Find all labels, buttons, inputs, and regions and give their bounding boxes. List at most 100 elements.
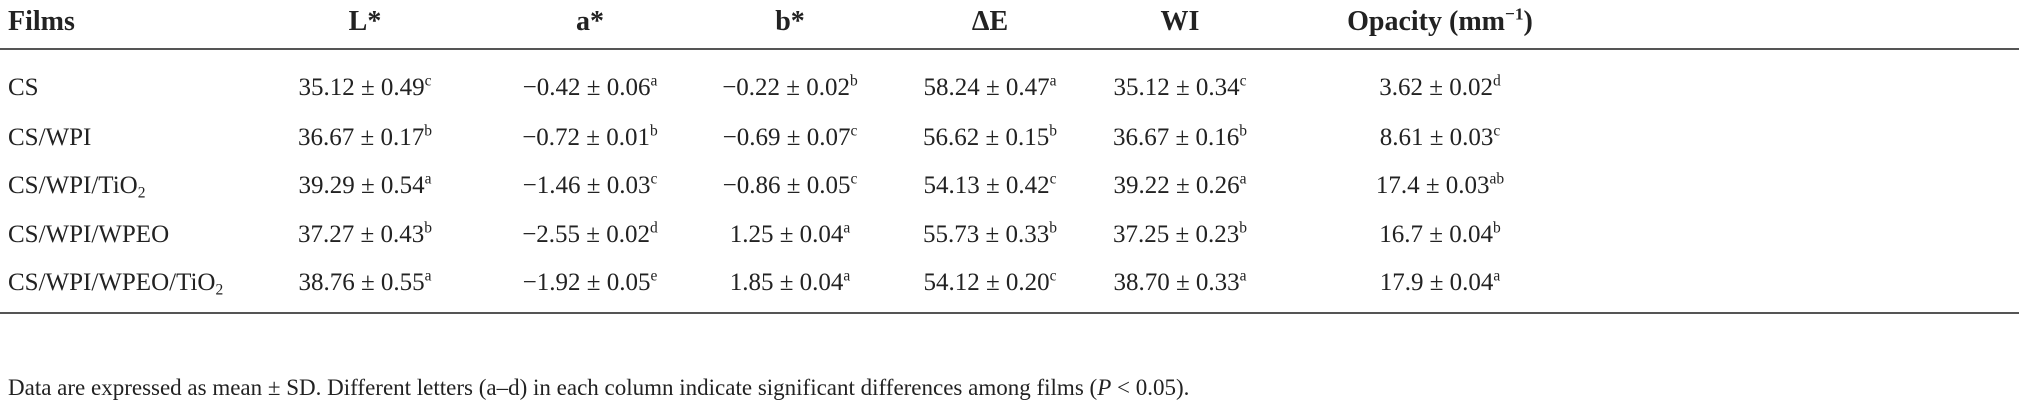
- cell-text: −0.86 ± 0.05: [722, 172, 851, 199]
- cell-text: −0.69 ± 0.07: [722, 124, 851, 151]
- cell-after: < 0.05).: [1111, 375, 1190, 400]
- cell-text: 54.12 ± 0.20: [923, 269, 1050, 296]
- cell-sup: a: [843, 267, 851, 285]
- cell-text: CS: [8, 74, 39, 101]
- cell-sup: c: [850, 170, 858, 188]
- cell-sup: c: [650, 170, 658, 188]
- cell-text: −0.72 ± 0.01: [522, 124, 651, 151]
- data-cell: 38.70 ± 0.33a: [1113, 267, 1247, 297]
- cell-sup: −1: [1504, 4, 1524, 24]
- cell-text: Data are expressed as mean ± SD. Differe…: [8, 375, 1098, 400]
- data-cell: −0.42 ± 0.06a: [523, 72, 658, 102]
- data-cell: 54.12 ± 0.20c: [923, 267, 1057, 297]
- row-label: CS/WPI: [8, 124, 91, 152]
- cell-text: Films: [8, 6, 75, 37]
- cell-text: 54.13 ± 0.42: [923, 172, 1050, 199]
- cell-sup: c: [1049, 170, 1057, 188]
- cell-sup: b: [650, 122, 658, 140]
- cell-sup: c: [1049, 267, 1057, 285]
- cell-text: CS/WPI: [8, 124, 92, 151]
- cell-text: L*: [348, 6, 382, 37]
- cell-text: 58.24 ± 0.47: [923, 74, 1050, 101]
- data-cell: 38.76 ± 0.55a: [298, 267, 432, 297]
- cell-text: −1.46 ± 0.03: [522, 172, 651, 199]
- cell-text: ΔE: [971, 6, 1009, 37]
- cell-after: ): [1523, 6, 1533, 37]
- cell-text: a*: [576, 6, 604, 37]
- data-cell: 17.9 ± 0.04a: [1379, 267, 1501, 297]
- cell-sub: 2: [215, 281, 224, 299]
- data-cell: 36.67 ± 0.17b: [298, 122, 432, 152]
- cell-italic: P: [1097, 375, 1112, 400]
- cell-sup: b: [424, 219, 432, 237]
- cell-text: −2.55 ± 0.02: [522, 221, 651, 248]
- cell-text: 56.62 ± 0.15: [923, 124, 1050, 151]
- cell-sup: b: [850, 72, 858, 90]
- header-cell: a*: [576, 6, 604, 38]
- cell-sup: e: [650, 267, 658, 285]
- data-cell: 16.7 ± 0.04b: [1379, 220, 1500, 249]
- cell-text: 35.12 ± 0.49: [298, 74, 425, 101]
- cell-sup: b: [1239, 219, 1247, 237]
- data-cell: −0.86 ± 0.05c: [722, 170, 858, 200]
- cell-text: 1.25 ± 0.04: [729, 221, 844, 248]
- data-cell: 54.13 ± 0.42c: [923, 170, 1057, 200]
- cell-sup: a: [650, 72, 658, 90]
- cell-text: CS/WPI/TiO: [8, 172, 138, 199]
- cell-sup: c: [1239, 72, 1247, 90]
- cell-text: 8.61 ± 0.03: [1379, 124, 1494, 151]
- data-cell: 37.27 ± 0.43b: [298, 219, 432, 249]
- row-label: CS/WPI/WPEO/TiO2: [8, 269, 224, 299]
- header-cell: Opacity (mm−1): [1347, 4, 1533, 38]
- data-cell: 35.12 ± 0.49c: [298, 73, 431, 102]
- cell-text: 38.76 ± 0.55: [298, 269, 425, 296]
- data-cell: 8.61 ± 0.03c: [1379, 122, 1501, 152]
- data-cell: 17.4 ± 0.03ab: [1375, 170, 1505, 200]
- data-cell: 1.25 ± 0.04a: [729, 220, 851, 249]
- data-cell: 1.85 ± 0.04a: [730, 267, 851, 297]
- row-label: CS/WPI/TiO2: [8, 172, 145, 201]
- header-rule: [0, 48, 2019, 50]
- data-cell: −0.69 ± 0.07c: [722, 123, 858, 152]
- cell-text: 17.4 ± 0.03: [1375, 172, 1490, 199]
- cell-sup: c: [1493, 122, 1501, 140]
- header-cell: WI: [1161, 6, 1200, 38]
- cell-sup: a: [1239, 170, 1247, 188]
- data-cell: 36.67 ± 0.16b: [1113, 122, 1247, 152]
- cell-sup: a: [1493, 267, 1501, 285]
- cell-sup: a: [424, 267, 432, 285]
- cell-text: 36.67 ± 0.17: [298, 124, 425, 151]
- row-label: CS/WPI/WPEO: [8, 221, 169, 249]
- cell-sup: b: [424, 122, 432, 140]
- cell-text: 3.62 ± 0.02: [1379, 74, 1493, 101]
- data-cell: 39.22 ± 0.26a: [1113, 170, 1247, 200]
- cell-text: 55.73 ± 0.33: [923, 221, 1050, 248]
- cell-text: 39.29 ± 0.54: [298, 172, 425, 199]
- data-cell: −1.92 ± 0.05e: [522, 267, 658, 297]
- cell-text: 38.70 ± 0.33: [1113, 269, 1240, 296]
- cell-sup: b: [1239, 122, 1247, 140]
- header-cell: Films: [8, 6, 75, 38]
- data-cell: 55.73 ± 0.33b: [923, 220, 1057, 249]
- cell-sup: a: [1239, 267, 1247, 285]
- cell-text: Opacity (mm: [1347, 6, 1505, 37]
- cell-text: 17.9 ± 0.04: [1379, 269, 1494, 296]
- cell-sup: a: [424, 170, 432, 188]
- cell-sup: d: [650, 219, 658, 237]
- cell-sup: b: [1049, 122, 1057, 140]
- header-cell: L*: [349, 6, 382, 38]
- cell-text: −0.22 ± 0.02: [722, 74, 851, 101]
- cell-text: b*: [775, 6, 805, 37]
- bottom-rule: [0, 312, 2019, 314]
- cell-text: −1.92 ± 0.05: [522, 269, 651, 296]
- cell-text: CS/WPI/WPEO: [8, 221, 170, 248]
- cell-sup: a: [1049, 72, 1057, 90]
- data-cell: −2.55 ± 0.02d: [522, 219, 658, 249]
- cell-sup: ab: [1489, 170, 1505, 188]
- cell-text: 37.25 ± 0.23: [1113, 221, 1240, 248]
- cell-text: 36.67 ± 0.16: [1113, 124, 1240, 151]
- data-cell: 58.24 ± 0.47a: [923, 72, 1057, 102]
- data-cell: 37.25 ± 0.23b: [1113, 219, 1247, 249]
- cell-text: CS/WPI/WPEO/TiO: [8, 269, 216, 296]
- data-cell: −0.22 ± 0.02b: [722, 72, 858, 102]
